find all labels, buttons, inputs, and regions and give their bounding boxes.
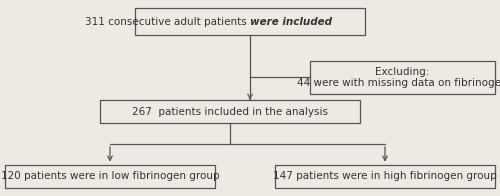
- Text: 311 consecutive adult patients: 311 consecutive adult patients: [85, 16, 250, 27]
- Text: Excluding:
44 were with missing data on fibrinogen: Excluding: 44 were with missing data on …: [297, 67, 500, 88]
- FancyBboxPatch shape: [135, 8, 365, 35]
- FancyBboxPatch shape: [310, 61, 495, 94]
- Text: 267  patients included in the analysis: 267 patients included in the analysis: [132, 107, 328, 117]
- FancyBboxPatch shape: [275, 165, 495, 188]
- Text: 120 patients were in low fibrinogen group: 120 patients were in low fibrinogen grou…: [0, 171, 220, 181]
- Text: 147 patients were in high fibrinogen group: 147 patients were in high fibrinogen gro…: [273, 171, 497, 181]
- FancyBboxPatch shape: [5, 165, 215, 188]
- Text: were included: were included: [250, 16, 332, 27]
- FancyBboxPatch shape: [100, 100, 360, 123]
